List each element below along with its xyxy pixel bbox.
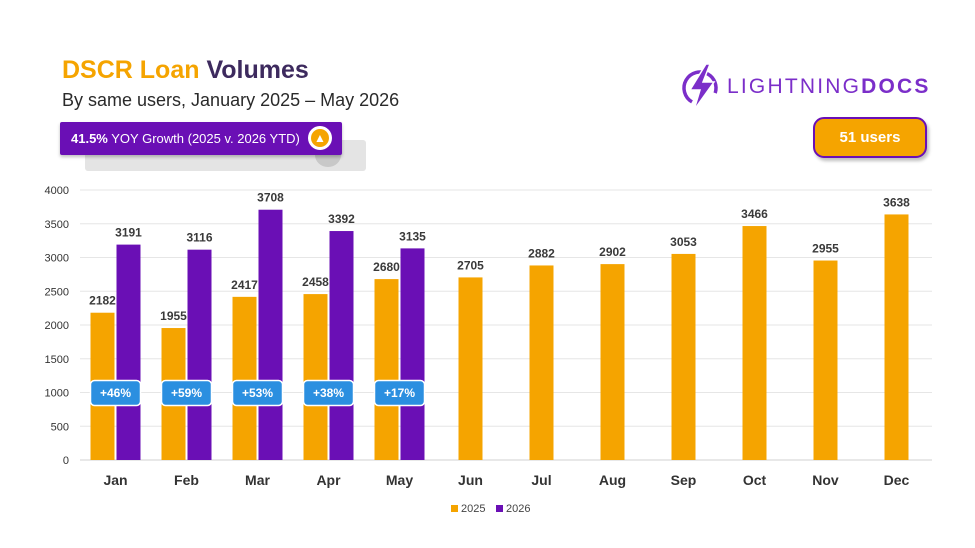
data-label-2025: 2458 bbox=[302, 275, 329, 289]
growth-pct-label: +17% bbox=[384, 386, 415, 400]
y-tick-label: 500 bbox=[51, 421, 69, 433]
bar-2025 bbox=[232, 296, 257, 460]
y-tick-label: 0 bbox=[63, 455, 69, 467]
yoy-growth-value: 41.5% bbox=[71, 131, 108, 146]
growth-pct-label: +59% bbox=[171, 386, 202, 400]
growth-pct-badge bbox=[373, 379, 426, 407]
x-tick-label: Sep bbox=[671, 472, 697, 488]
growth-pct-label: +38% bbox=[313, 386, 344, 400]
growth-pct-badge bbox=[89, 379, 142, 407]
users-count-badge: 51 users bbox=[813, 117, 927, 158]
data-label-2025: 2705 bbox=[457, 258, 484, 272]
data-label-2026: 3135 bbox=[399, 229, 426, 243]
x-tick-label: Jan bbox=[103, 472, 127, 488]
bar-2025 bbox=[529, 265, 554, 460]
bar-2025 bbox=[374, 279, 399, 460]
y-tick-label: 2500 bbox=[45, 286, 69, 298]
data-label-2025: 2955 bbox=[812, 242, 839, 256]
bar-2025 bbox=[671, 253, 696, 460]
bar-2025 bbox=[303, 294, 328, 460]
growth-pct-badge bbox=[231, 379, 284, 407]
yoy-growth-label: YOY Growth (2025 v. 2026 YTD) bbox=[111, 131, 300, 146]
title-part-2: Volumes bbox=[206, 56, 309, 84]
lightning-bolt-icon bbox=[682, 63, 718, 111]
growth-pct-badge bbox=[160, 379, 213, 407]
data-label-2026: 3708 bbox=[257, 191, 284, 205]
data-label-2025: 2417 bbox=[231, 278, 258, 292]
chart-title: DSCR Loan Volumes bbox=[62, 56, 309, 85]
bar-2025 bbox=[458, 277, 483, 460]
data-label-2025: 3466 bbox=[741, 207, 768, 221]
data-label-2025: 2182 bbox=[89, 294, 116, 308]
y-tick-label: 1000 bbox=[45, 388, 69, 400]
y-tick-label: 3500 bbox=[45, 219, 69, 231]
bar-2025 bbox=[742, 226, 767, 460]
y-tick-label: 2000 bbox=[45, 320, 69, 332]
x-tick-label: Nov bbox=[812, 472, 839, 488]
x-tick-label: Apr bbox=[316, 472, 341, 488]
y-tick-label: 1500 bbox=[45, 354, 69, 366]
x-tick-label: Jun bbox=[458, 472, 483, 488]
growth-pct-label: +53% bbox=[242, 386, 273, 400]
logo-word-2: DOCS bbox=[861, 75, 931, 98]
data-label-2026: 3191 bbox=[115, 226, 142, 240]
x-tick-label: May bbox=[386, 472, 413, 488]
data-label-2025: 3053 bbox=[670, 235, 697, 249]
bar-2026 bbox=[258, 209, 283, 460]
bar-2026 bbox=[187, 249, 212, 460]
y-tick-label: 3000 bbox=[45, 253, 69, 265]
data-label-2025: 1955 bbox=[160, 309, 187, 323]
x-tick-label: Jul bbox=[531, 472, 551, 488]
logo-wordmark: LIGHTNINGDOCS bbox=[727, 75, 931, 99]
yoy-growth-badge: 41.5% YOY Growth (2025 v. 2026 YTD) ▲ bbox=[60, 122, 342, 155]
data-label-2025: 3638 bbox=[883, 195, 910, 209]
data-label-2025: 2902 bbox=[599, 245, 626, 259]
logo-word-1: LIGHTNING bbox=[727, 75, 862, 98]
y-tick-label: 4000 bbox=[45, 185, 69, 197]
x-tick-label: Feb bbox=[174, 472, 199, 488]
legend-label-2026: 2026 bbox=[506, 503, 530, 515]
bar-2025 bbox=[600, 264, 625, 460]
data-label-2025: 2882 bbox=[528, 246, 555, 260]
arrow-up-icon: ▲ bbox=[308, 126, 332, 150]
chart-subtitle: By same users, January 2025 – May 2026 bbox=[62, 90, 400, 110]
title-part-1: DSCR Loan bbox=[62, 56, 200, 84]
growth-pct-label: +46% bbox=[100, 386, 131, 400]
legend-label-2025: 2025 bbox=[461, 503, 485, 515]
x-tick-label: Oct bbox=[743, 472, 767, 488]
data-label-2026: 3392 bbox=[328, 212, 355, 226]
data-label-2025: 2680 bbox=[373, 260, 400, 274]
bar-2026 bbox=[116, 244, 141, 460]
lightningdocs-logo: LIGHTNINGDOCS bbox=[680, 62, 928, 114]
bar-2025 bbox=[813, 260, 838, 460]
legend-swatch-2025 bbox=[451, 505, 458, 512]
bar-2026 bbox=[329, 231, 354, 460]
bar-2026 bbox=[400, 248, 425, 460]
x-tick-label: Aug bbox=[599, 472, 626, 488]
x-tick-label: Dec bbox=[884, 472, 910, 488]
legend-swatch-2026 bbox=[496, 505, 503, 512]
growth-pct-badge bbox=[302, 379, 355, 407]
bar-2025 bbox=[884, 214, 909, 460]
x-tick-label: Mar bbox=[245, 472, 270, 488]
data-label-2026: 3116 bbox=[186, 231, 212, 245]
yoy-growth-text: 41.5% YOY Growth (2025 v. 2026 YTD) bbox=[71, 131, 300, 146]
